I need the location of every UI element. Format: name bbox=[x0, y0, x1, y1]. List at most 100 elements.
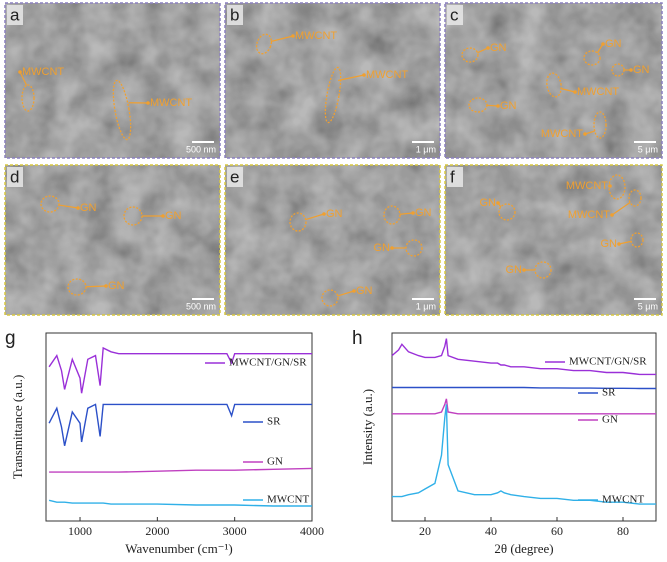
annotation-arrow bbox=[305, 213, 325, 221]
legend-label: MWCNT/GN/SR bbox=[229, 357, 307, 369]
plot-frame bbox=[391, 332, 657, 522]
annotation-label: GN bbox=[415, 207, 432, 219]
arrow-head bbox=[601, 42, 605, 46]
annotation-label: MWCNT bbox=[566, 180, 608, 192]
letter-box bbox=[227, 5, 243, 25]
series-line bbox=[392, 386, 656, 390]
annotation-ellipse bbox=[289, 212, 307, 232]
annotation-ellipse bbox=[628, 189, 642, 207]
x-tick-label: 20 bbox=[419, 524, 431, 538]
annotation-label: GN bbox=[490, 42, 507, 54]
annotation-label: MWCNT bbox=[150, 97, 192, 109]
annotation-arrow bbox=[477, 47, 489, 54]
arrow-head bbox=[104, 284, 108, 288]
annotation-label: GN bbox=[605, 38, 622, 50]
annotation-arrow bbox=[58, 204, 79, 209]
scale-bar-label: 500 nm bbox=[186, 144, 216, 154]
arrow-head bbox=[610, 213, 614, 217]
scale-bar-label: 1 μm bbox=[416, 144, 436, 154]
annotation-ellipse bbox=[546, 72, 562, 98]
arrow-head bbox=[573, 90, 577, 94]
sem-panel: e 1 μm GN GN GN GN bbox=[224, 164, 441, 316]
sem-image bbox=[5, 165, 220, 315]
annotation-label: GN bbox=[506, 264, 523, 276]
annotation-ellipse bbox=[21, 84, 35, 112]
annotation-arrow bbox=[85, 285, 107, 288]
annotation-ellipse bbox=[324, 66, 342, 124]
annotation-ellipse bbox=[461, 47, 479, 63]
sem-image bbox=[225, 3, 440, 158]
y-axis-title: Intensity (a.u.) bbox=[360, 389, 375, 465]
annotation-arrow bbox=[337, 290, 355, 297]
panel-letter: a bbox=[10, 5, 20, 24]
letter-box bbox=[447, 167, 463, 187]
annotation-arrow bbox=[618, 240, 632, 245]
legend-label: SR bbox=[267, 416, 281, 428]
series-line bbox=[48, 499, 312, 507]
annotation-label: GN bbox=[601, 238, 618, 250]
annotation-label: GN bbox=[108, 280, 125, 292]
annotation-arrow bbox=[560, 87, 576, 93]
annotation-label: GN bbox=[480, 197, 497, 209]
x-tick-label: 3000 bbox=[223, 524, 247, 538]
arrow-head bbox=[390, 246, 394, 250]
annotation-label: MWCNT bbox=[366, 69, 408, 81]
panel-border bbox=[444, 164, 663, 316]
sem-image bbox=[5, 3, 220, 158]
series-line bbox=[49, 467, 313, 473]
legend-label: GN bbox=[267, 456, 283, 468]
x-axis-title: Wavenumber (cm⁻¹) bbox=[125, 541, 233, 556]
annotation-label: MWCNT bbox=[568, 209, 610, 221]
annotation-ellipse bbox=[498, 203, 516, 221]
sem-panel: c 5 μm GN GN GN MWCNT GN MWCNT bbox=[444, 2, 663, 159]
annotation-arrow bbox=[19, 71, 28, 86]
sem-panel: f 5 μm MWCNT MWCNT GN GN GN bbox=[444, 164, 663, 316]
sem-panel: a 500 nm MWCNT MWCNT bbox=[4, 2, 221, 159]
annotation-arrow bbox=[486, 104, 499, 107]
annotation-ellipse bbox=[468, 97, 488, 113]
legend-label: MWCNT/GN/SR bbox=[569, 356, 647, 368]
scale-bar-label: 500 nm bbox=[186, 301, 216, 311]
annotation-label: MWCNT bbox=[295, 30, 337, 42]
annotation-ellipse bbox=[112, 79, 132, 141]
panel-border bbox=[4, 164, 221, 316]
arrow-head bbox=[522, 268, 526, 272]
annotation-ellipse bbox=[383, 205, 401, 225]
annotation-label: GN bbox=[500, 100, 517, 112]
annotation-ellipse bbox=[583, 50, 601, 66]
x-tick-label: 80 bbox=[617, 524, 629, 538]
series-line bbox=[48, 403, 312, 446]
legend-label: SR bbox=[602, 387, 616, 399]
panel-border bbox=[224, 2, 441, 159]
arrow-head bbox=[18, 70, 22, 74]
panel-border bbox=[224, 164, 441, 316]
annotation-ellipse bbox=[630, 232, 644, 248]
arrow-head bbox=[583, 132, 587, 136]
annotation-ellipse bbox=[67, 278, 87, 296]
sem-image bbox=[225, 165, 440, 315]
panel-letter: d bbox=[10, 167, 19, 186]
panel-letter: g bbox=[5, 328, 16, 349]
scale-bar-label: 1 μm bbox=[416, 301, 436, 311]
panel-letter: f bbox=[450, 167, 455, 186]
arrow-head bbox=[161, 214, 165, 218]
legend-label: GN bbox=[602, 414, 618, 426]
arrow-head bbox=[322, 212, 326, 216]
x-axis-title: 2θ (degree) bbox=[494, 541, 553, 556]
arrow-head bbox=[486, 46, 490, 50]
annotation-arrow bbox=[338, 74, 365, 82]
plot-frame bbox=[45, 332, 313, 522]
annotation-ellipse bbox=[593, 111, 607, 139]
annotation-arrow bbox=[270, 35, 294, 43]
letter-box bbox=[7, 167, 23, 187]
panel-border bbox=[4, 2, 221, 159]
x-tick-label: 2000 bbox=[145, 524, 169, 538]
annotation-ellipse bbox=[321, 289, 339, 307]
arrow-head bbox=[496, 104, 500, 108]
series-line bbox=[392, 398, 656, 415]
annotation-label: GN bbox=[356, 285, 373, 297]
legend-label: MWCNT bbox=[267, 494, 309, 506]
annotation-arrow bbox=[399, 212, 414, 215]
x-tick-label: 60 bbox=[551, 524, 563, 538]
